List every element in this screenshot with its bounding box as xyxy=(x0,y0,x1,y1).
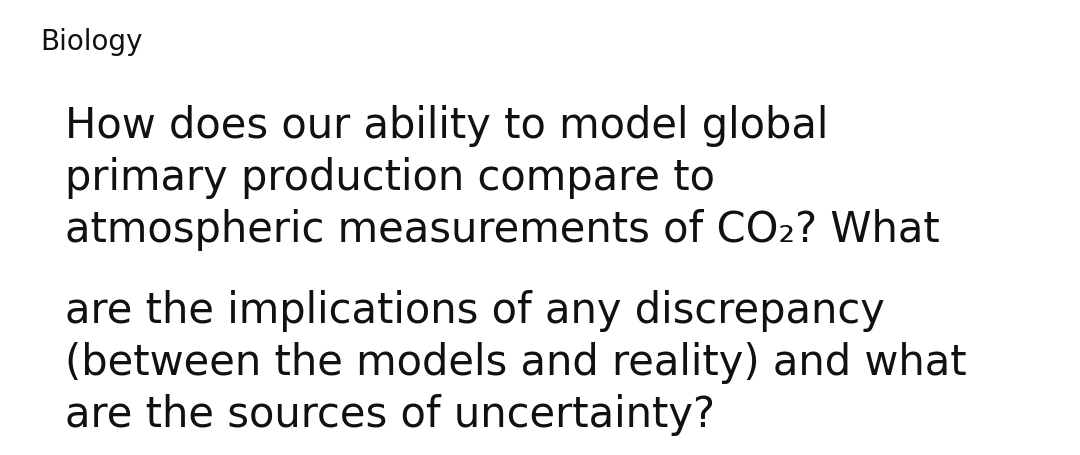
Text: How does our ability to model global: How does our ability to model global xyxy=(65,105,828,147)
Text: atmospheric measurements of CO₂? What: atmospheric measurements of CO₂? What xyxy=(65,209,940,251)
Text: (between the models and reality) and what: (between the models and reality) and wha… xyxy=(65,342,967,384)
Text: Biology: Biology xyxy=(40,28,143,56)
Text: are the sources of uncertainty?: are the sources of uncertainty? xyxy=(65,394,715,435)
Text: are the implications of any discrepancy: are the implications of any discrepancy xyxy=(65,289,885,332)
Text: primary production compare to: primary production compare to xyxy=(65,157,715,199)
